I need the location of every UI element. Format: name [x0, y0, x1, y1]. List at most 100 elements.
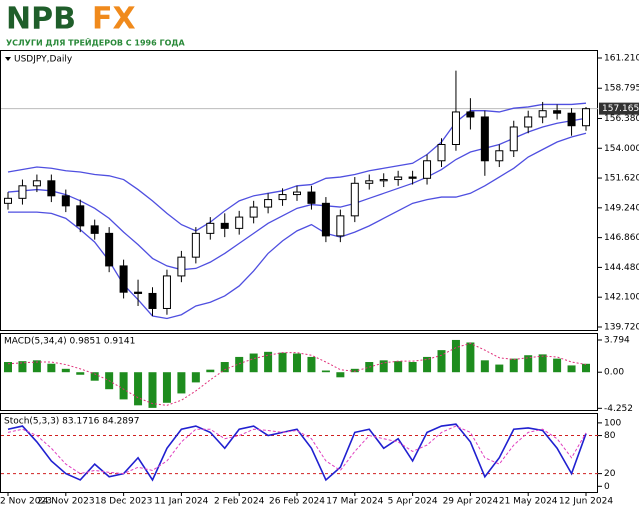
x-tick-label: 18 Dec 2023	[95, 497, 153, 507]
candle-body	[582, 108, 590, 127]
macd-bar	[47, 363, 56, 373]
candle-body	[437, 144, 446, 162]
macd-bar	[249, 353, 258, 373]
x-tick-label: 26 Feb 2024	[269, 497, 325, 507]
y-tick-label: 0.00	[604, 368, 624, 378]
x-tick-label: 12 Jun 2024	[559, 497, 613, 507]
candle-body	[278, 194, 287, 201]
candle-body	[336, 215, 345, 237]
x-tick-label: 2 Nov 2023	[0, 497, 52, 507]
bollinger-lower	[8, 132, 587, 320]
candle-body	[162, 275, 171, 309]
candle-body	[119, 265, 128, 293]
macd-bar	[336, 372, 345, 378]
y-tick-label: 0	[604, 482, 610, 492]
candle-body	[235, 216, 244, 229]
macd-bar	[162, 372, 171, 403]
macd-bar	[480, 360, 489, 373]
y-tick-label: 156.380	[604, 114, 639, 124]
candle-body	[293, 191, 301, 196]
macd-bar	[148, 372, 157, 408]
y-tick-label: 80	[604, 431, 616, 441]
macd-title: MACD(5,34,4) 0.9851 0.9141	[4, 337, 135, 347]
y-tick-label: 158.795	[604, 84, 639, 94]
candle-body	[538, 110, 547, 118]
macd-bar	[235, 356, 244, 373]
last-price-label: 157.165	[602, 104, 639, 114]
candle-body	[466, 111, 475, 118]
candle-body	[480, 116, 489, 162]
macd-bar	[509, 358, 518, 373]
logo-tagline: УСЛУГИ ДЛЯ ТРЕЙДЕРОВ С 1996 ГОДА	[6, 37, 185, 48]
candle-body	[47, 180, 56, 197]
y-tick-label: 20	[604, 469, 616, 479]
candle-body	[509, 126, 518, 152]
macd-bar	[264, 351, 273, 373]
x-tick-label: 2 Feb 2024	[214, 497, 265, 507]
macd-bar	[582, 363, 590, 373]
candle-body	[32, 180, 41, 187]
macd-bar	[538, 354, 547, 373]
candle-body	[134, 291, 143, 294]
y-tick-label: 142.100	[604, 293, 639, 303]
macd-bar	[293, 353, 301, 373]
candle-body	[423, 160, 432, 179]
y-tick-label: -4.252	[604, 404, 633, 414]
candle-body	[495, 150, 504, 162]
y-tick-label: 144.480	[604, 263, 639, 273]
candle-body	[206, 222, 215, 234]
x-tick-label: 17 Mar 2024	[326, 497, 383, 507]
candle-body	[191, 232, 200, 258]
macd-bar	[61, 368, 70, 373]
candle-body	[524, 116, 533, 128]
x-tick-label: 11 Jan 2024	[154, 497, 208, 507]
candle-body	[307, 191, 316, 204]
x-tick-label: 24 Nov 2023	[37, 497, 95, 507]
y-tick-label: 100	[604, 418, 621, 428]
macd-bar	[134, 372, 143, 406]
candle-body	[177, 256, 186, 277]
panel-frames	[0, 50, 598, 493]
x-tick-label: 29 Apr 2024	[443, 497, 499, 507]
macd-bar	[18, 361, 27, 373]
menu-triangle	[5, 57, 11, 61]
candle-body	[408, 176, 417, 179]
stoch-signal	[7, 425, 587, 475]
macd-bar	[408, 362, 417, 373]
candle-body	[148, 292, 157, 309]
macd-bar	[567, 365, 576, 373]
macd-bar	[321, 370, 330, 373]
y-tick-label: 146.860	[604, 233, 639, 243]
macd-bar	[553, 358, 562, 373]
logo-brand-fx: FX	[92, 2, 136, 37]
candle-body	[76, 205, 85, 227]
y-tick-label: 149.240	[604, 203, 639, 213]
macd-bar	[119, 372, 128, 400]
candle-body	[264, 199, 273, 208]
candle-body	[394, 176, 403, 181]
macd-signal	[7, 342, 587, 406]
macd-bar	[451, 339, 460, 373]
x-tick-label: 21 May 2024	[499, 497, 558, 507]
macd-bar	[4, 362, 12, 373]
macd-bar	[278, 352, 287, 373]
macd-bar	[76, 372, 85, 375]
candle-body	[4, 197, 12, 204]
stoch-main	[7, 423, 587, 482]
y-tick-label: 151.620	[604, 174, 639, 184]
stoch-title: Stoch(5,3,3) 83.1716 84.2897	[4, 417, 139, 427]
candle-body	[350, 182, 359, 217]
candle-body	[249, 206, 258, 218]
macd-bar	[379, 360, 388, 373]
bollinger-middle	[7, 117, 587, 271]
y-tick-label: 139.720	[604, 322, 639, 332]
macd-bar	[350, 368, 359, 373]
candle-body	[321, 202, 330, 237]
y-tick-label: 161.210	[604, 54, 639, 64]
macd-bar	[206, 369, 215, 373]
candle-body	[567, 112, 576, 127]
macd-bar	[524, 355, 533, 373]
y-tick-label: 154.000	[604, 144, 639, 154]
macd-bar	[307, 356, 316, 373]
candle-body	[553, 110, 562, 114]
